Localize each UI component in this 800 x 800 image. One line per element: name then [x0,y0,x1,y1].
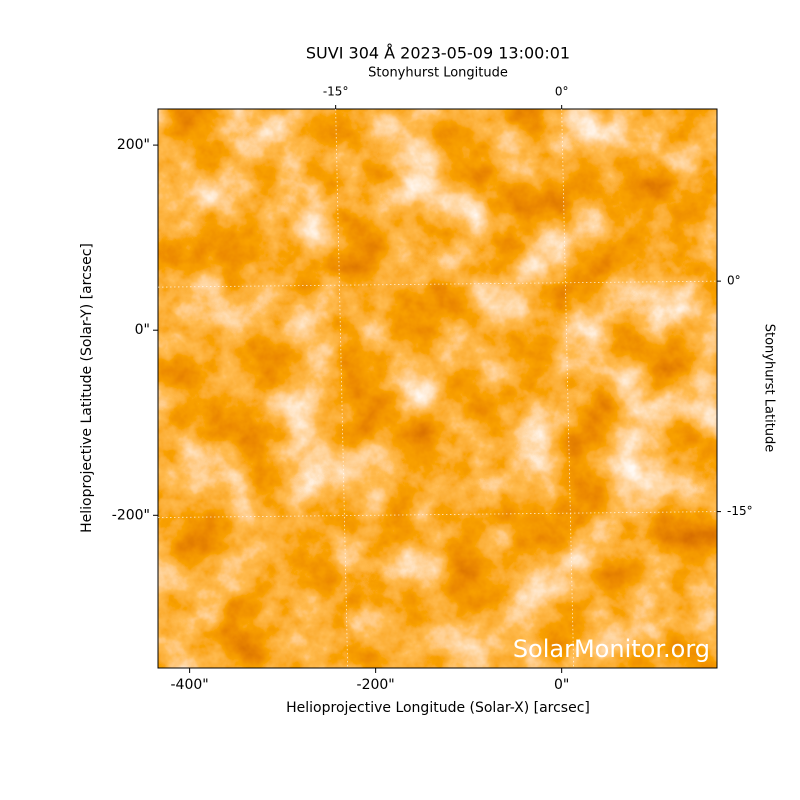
grid-line [157,511,718,518]
y-tick-label: 0" [135,322,150,338]
right-tick-label: -15° [727,504,753,518]
right-tick-label: 0° [727,274,741,288]
x-tick-label: -200" [357,677,395,693]
top-axis-label: Stonyhurst Longitude [368,66,508,81]
y-tick-label: 200" [117,137,150,153]
chart-title: SUVI 304 Å 2023-05-09 13:00:01 [306,44,570,63]
y-tick-label: -200" [112,507,150,523]
grid-line [157,280,718,288]
axes-frame [157,108,718,669]
grid-line [335,108,349,669]
x-tick-label: 0" [554,677,569,693]
solar-image [158,109,717,668]
grid-line [561,108,575,669]
y-axis-label: Helioprojective Latitude (Solar-Y) [arcs… [79,243,95,533]
x-axis-label: Helioprojective Longitude (Solar-X) [arc… [286,700,590,716]
watermark: SolarMonitor.org [513,635,710,663]
right-axis-label: Stonyhurst Latitude [762,324,777,453]
top-tick-label: 0° [555,85,569,99]
x-tick-label: -400" [171,677,209,693]
top-tick-label: -15° [323,85,349,99]
